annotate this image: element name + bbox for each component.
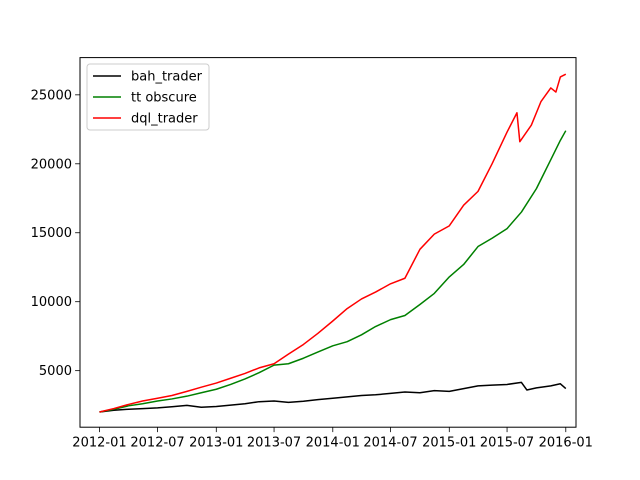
y-tick-label: 25000 [31,88,72,103]
y-tick-label: 5000 [39,364,72,379]
x-tick-label: 2015-01 [422,436,476,451]
plot-frame [79,57,577,428]
x-tick-label: 2013-01 [189,436,243,451]
x-tick-label: 2016-01 [539,436,593,451]
x-tick-label: 2012-07 [130,436,184,451]
legend-label-1: tt obscure [131,91,197,106]
legend-label-2: dql_trader [131,112,198,127]
series-layer [99,73,567,413]
legend-box [86,63,210,131]
x-axis: 2012-01 2012-07 2013-01 2013-07 2014-01 2014-… [72,427,593,451]
y-tick-label: 15000 [31,226,72,241]
series-line-0 [99,381,567,413]
legend-label-0: bah_trader [131,70,203,85]
y-axis: 5000 10000 15000 20000 25000 [31,88,80,379]
x-tick-label: 2015-07 [480,436,534,451]
series-line-2 [99,73,567,413]
x-tick-label: 2014-07 [363,436,417,451]
series-line-1 [99,130,567,413]
y-tick-label: 10000 [31,295,72,310]
x-tick-label: 2012-01 [72,436,126,451]
y-tick-label: 20000 [31,157,72,172]
x-tick-label: 2013-07 [247,436,301,451]
x-tick-label: 2014-01 [306,436,360,451]
